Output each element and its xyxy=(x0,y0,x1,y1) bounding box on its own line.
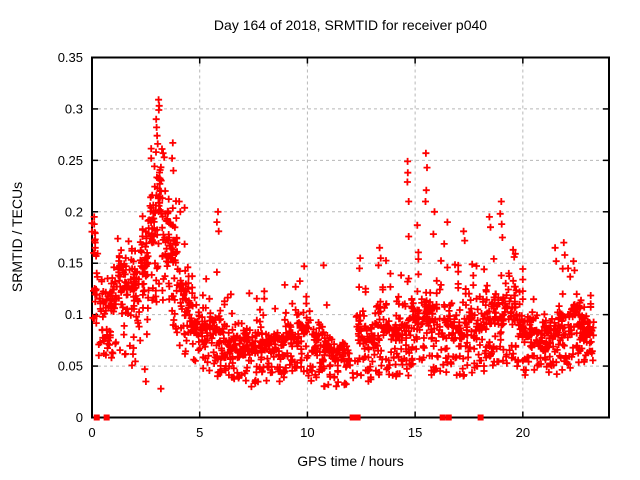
y-tick-label: 0.35 xyxy=(58,50,83,65)
y-tick-label: 0.2 xyxy=(65,204,83,219)
x-tick-label: 0 xyxy=(88,425,95,440)
baseline-square-marker xyxy=(103,414,110,421)
y-tick-label: 0 xyxy=(76,410,83,425)
baseline-square-marker xyxy=(439,414,446,421)
y-tick-label: 0.1 xyxy=(65,307,83,322)
y-tick-label: 0.25 xyxy=(58,153,83,168)
baseline-square-marker xyxy=(349,414,356,421)
x-tick-label: 5 xyxy=(196,425,203,440)
baseline-square-marker xyxy=(477,414,484,421)
y-tick-label: 0.3 xyxy=(65,101,83,116)
y-tick-label: 0.15 xyxy=(58,256,83,271)
x-tick-label: 15 xyxy=(408,425,422,440)
baseline-square-marker xyxy=(354,414,361,421)
chart-title: Day 164 of 2018, SRMTID for receiver p04… xyxy=(213,17,488,33)
baseline-square-marker xyxy=(445,414,452,421)
x-tick-label: 20 xyxy=(516,425,530,440)
y-tick-label: 0.05 xyxy=(58,359,83,374)
x-axis-label: GPS time / hours xyxy=(297,453,404,469)
scatter-points xyxy=(88,96,598,393)
baseline-square-marker xyxy=(93,414,100,421)
x-tick-label: 10 xyxy=(300,425,314,440)
